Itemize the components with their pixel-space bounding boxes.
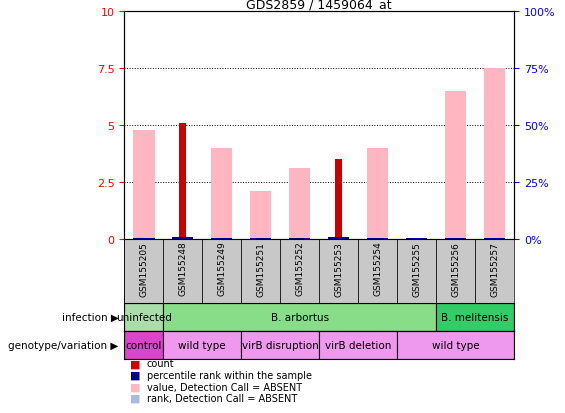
Bar	[250, 238, 271, 239]
Text: ■: ■	[130, 358, 141, 368]
Text: GSM155252: GSM155252	[295, 241, 304, 296]
Bar	[289, 238, 310, 239]
Bar	[319, 239, 358, 303]
Bar	[436, 239, 475, 303]
Bar	[241, 239, 280, 303]
Text: GSM155205: GSM155205	[140, 241, 148, 296]
Bar	[328, 237, 349, 239]
Bar	[133, 238, 154, 239]
Text: GSM155256: GSM155256	[451, 241, 460, 296]
Text: infection ▶: infection ▶	[62, 312, 119, 322]
Bar	[475, 239, 514, 303]
Text: ■: ■	[130, 393, 141, 403]
Text: percentile rank within the sample: percentile rank within the sample	[147, 370, 312, 380]
Title: GDS2859 / 1459064_at: GDS2859 / 1459064_at	[246, 0, 392, 11]
Bar	[241, 331, 319, 359]
Bar	[335, 160, 342, 239]
Bar	[445, 238, 466, 239]
Text: control: control	[125, 340, 162, 350]
Text: value, Detection Call = ABSENT: value, Detection Call = ABSENT	[147, 382, 302, 392]
Text: GSM155251: GSM155251	[257, 241, 265, 296]
Bar	[124, 239, 163, 303]
Bar	[211, 148, 232, 239]
Text: count: count	[147, 358, 175, 368]
Bar	[163, 303, 436, 331]
Bar	[133, 130, 154, 239]
Text: GSM155255: GSM155255	[412, 241, 421, 296]
Bar	[367, 148, 388, 239]
Text: B. melitensis: B. melitensis	[441, 312, 509, 322]
Text: GSM155249: GSM155249	[218, 241, 226, 296]
Bar	[289, 238, 310, 239]
Text: ■: ■	[130, 382, 141, 392]
Bar	[250, 238, 271, 239]
Text: GSM155254: GSM155254	[373, 241, 382, 296]
Bar	[445, 92, 466, 239]
Bar	[202, 239, 241, 303]
Text: wild type: wild type	[179, 340, 226, 350]
Bar	[436, 303, 514, 331]
Bar	[179, 123, 186, 239]
Text: GSM155257: GSM155257	[490, 241, 499, 296]
Text: GSM155253: GSM155253	[334, 241, 343, 296]
Bar	[289, 169, 310, 239]
Bar	[406, 238, 427, 239]
Bar	[358, 239, 397, 303]
Bar	[397, 239, 436, 303]
Bar	[211, 238, 232, 239]
Text: GSM155248: GSM155248	[179, 241, 187, 296]
Bar	[367, 238, 388, 239]
Bar	[250, 192, 271, 239]
Bar	[367, 238, 388, 239]
Bar	[133, 238, 154, 239]
Bar	[172, 237, 193, 239]
Bar	[406, 238, 427, 239]
Bar	[319, 331, 397, 359]
Text: uninfected: uninfected	[116, 312, 172, 322]
Bar	[280, 239, 319, 303]
Bar	[484, 69, 505, 239]
Bar	[124, 331, 163, 359]
Text: B. arbortus: B. arbortus	[271, 312, 329, 322]
Bar	[445, 238, 466, 239]
Text: virB deletion: virB deletion	[325, 340, 392, 350]
Text: genotype/variation ▶: genotype/variation ▶	[8, 340, 119, 350]
Bar	[211, 238, 232, 239]
Bar	[124, 303, 163, 331]
Text: virB disruption: virB disruption	[242, 340, 319, 350]
Bar	[484, 238, 505, 239]
Bar	[163, 239, 202, 303]
Bar	[163, 331, 241, 359]
Bar	[484, 238, 505, 239]
Text: rank, Detection Call = ABSENT: rank, Detection Call = ABSENT	[147, 393, 297, 403]
Text: wild type: wild type	[432, 340, 480, 350]
Text: ■: ■	[130, 370, 141, 380]
Bar	[397, 331, 514, 359]
